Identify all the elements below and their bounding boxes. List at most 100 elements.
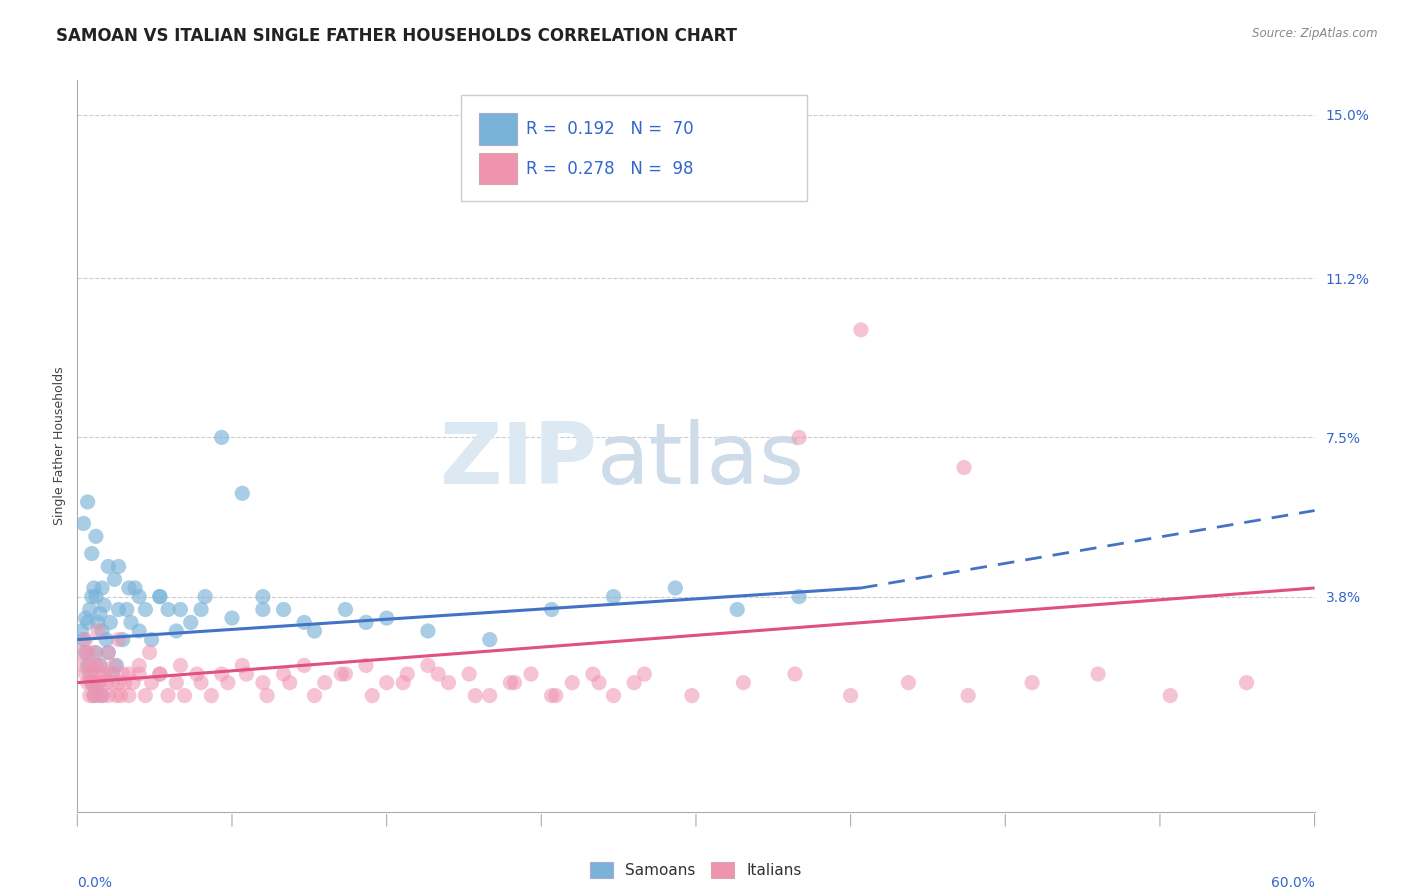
Samoans xyxy=(75,611,97,625)
Samoans xyxy=(169,602,191,616)
Italians xyxy=(107,675,129,690)
Samoans xyxy=(354,615,377,630)
Italians xyxy=(84,675,107,690)
Samoans xyxy=(540,602,562,616)
Samoans xyxy=(87,615,110,630)
Italians xyxy=(375,675,398,690)
Italians xyxy=(582,667,605,681)
Italians xyxy=(98,667,121,681)
Italians xyxy=(503,675,526,690)
Italians xyxy=(1159,689,1181,703)
Text: 60.0%: 60.0% xyxy=(1271,876,1315,890)
Samoans xyxy=(84,590,107,604)
Samoans xyxy=(211,430,233,444)
Samoans xyxy=(97,559,120,574)
Italians xyxy=(89,675,111,690)
Italians xyxy=(458,667,481,681)
Samoans xyxy=(180,615,202,630)
Italians xyxy=(128,658,150,673)
Samoans xyxy=(787,590,810,604)
Italians xyxy=(478,689,501,703)
Italians xyxy=(97,646,120,660)
Italians xyxy=(354,658,377,673)
Italians xyxy=(561,675,583,690)
Y-axis label: Single Father Households: Single Father Households xyxy=(53,367,66,525)
Samoans xyxy=(72,632,94,647)
Samoans xyxy=(221,611,243,625)
Samoans xyxy=(91,624,114,638)
Italians xyxy=(957,689,980,703)
Italians xyxy=(783,667,806,681)
Italians xyxy=(361,689,384,703)
Italians xyxy=(540,689,562,703)
Italians xyxy=(396,667,419,681)
Italians xyxy=(499,675,522,690)
Samoans xyxy=(149,590,172,604)
Italians xyxy=(101,675,124,690)
Italians xyxy=(128,667,150,681)
Samoans xyxy=(124,581,146,595)
Samoans xyxy=(98,615,121,630)
Samoans xyxy=(335,602,357,616)
Italians xyxy=(97,689,120,703)
Samoans xyxy=(128,590,150,604)
Italians xyxy=(235,667,257,681)
Italians xyxy=(217,675,239,690)
Italians xyxy=(787,430,810,444)
Italians xyxy=(87,667,110,681)
Samoans xyxy=(76,495,98,509)
Italians xyxy=(416,658,439,673)
Samoans xyxy=(80,675,103,690)
Italians xyxy=(79,689,101,703)
Samoans xyxy=(141,632,163,647)
Italians xyxy=(165,675,187,690)
Samoans xyxy=(76,615,98,630)
FancyBboxPatch shape xyxy=(479,113,516,145)
Italians xyxy=(200,689,222,703)
Italians xyxy=(87,624,110,638)
Text: R =  0.192   N =  70: R = 0.192 N = 70 xyxy=(526,120,695,138)
FancyBboxPatch shape xyxy=(461,95,807,201)
Italians xyxy=(103,658,125,673)
Italians xyxy=(91,689,114,703)
Italians xyxy=(84,658,107,673)
Italians xyxy=(278,675,301,690)
Samoans xyxy=(103,573,125,587)
Italians xyxy=(79,658,101,673)
Samoans xyxy=(273,602,295,616)
Italians xyxy=(256,689,278,703)
Samoans xyxy=(725,602,748,616)
Samoans xyxy=(93,598,115,612)
Samoans xyxy=(83,689,105,703)
Italians xyxy=(252,675,274,690)
Samoans xyxy=(231,486,253,500)
Samoans xyxy=(89,607,111,621)
Samoans xyxy=(80,547,103,561)
Samoans xyxy=(190,602,212,616)
Italians xyxy=(335,667,357,681)
Italians xyxy=(118,689,141,703)
Samoans xyxy=(80,590,103,604)
Italians xyxy=(83,646,105,660)
Italians xyxy=(173,689,195,703)
Text: SAMOAN VS ITALIAN SINGLE FATHER HOUSEHOLDS CORRELATION CHART: SAMOAN VS ITALIAN SINGLE FATHER HOUSEHOL… xyxy=(56,27,737,45)
Italians xyxy=(292,658,315,673)
Samoans xyxy=(70,624,93,638)
Samoans xyxy=(91,581,114,595)
Italians xyxy=(149,667,172,681)
Italians xyxy=(437,675,460,690)
Samoans xyxy=(79,667,101,681)
Italians xyxy=(80,667,103,681)
Samoans xyxy=(664,581,686,595)
Samoans xyxy=(97,646,120,660)
Italians xyxy=(681,689,703,703)
Italians xyxy=(190,675,212,690)
Italians xyxy=(169,658,191,673)
Samoans xyxy=(128,624,150,638)
Italians xyxy=(1087,667,1109,681)
Italians xyxy=(149,667,172,681)
Italians xyxy=(849,323,872,337)
Samoans xyxy=(72,516,94,531)
Italians xyxy=(897,675,920,690)
Italians xyxy=(602,689,624,703)
